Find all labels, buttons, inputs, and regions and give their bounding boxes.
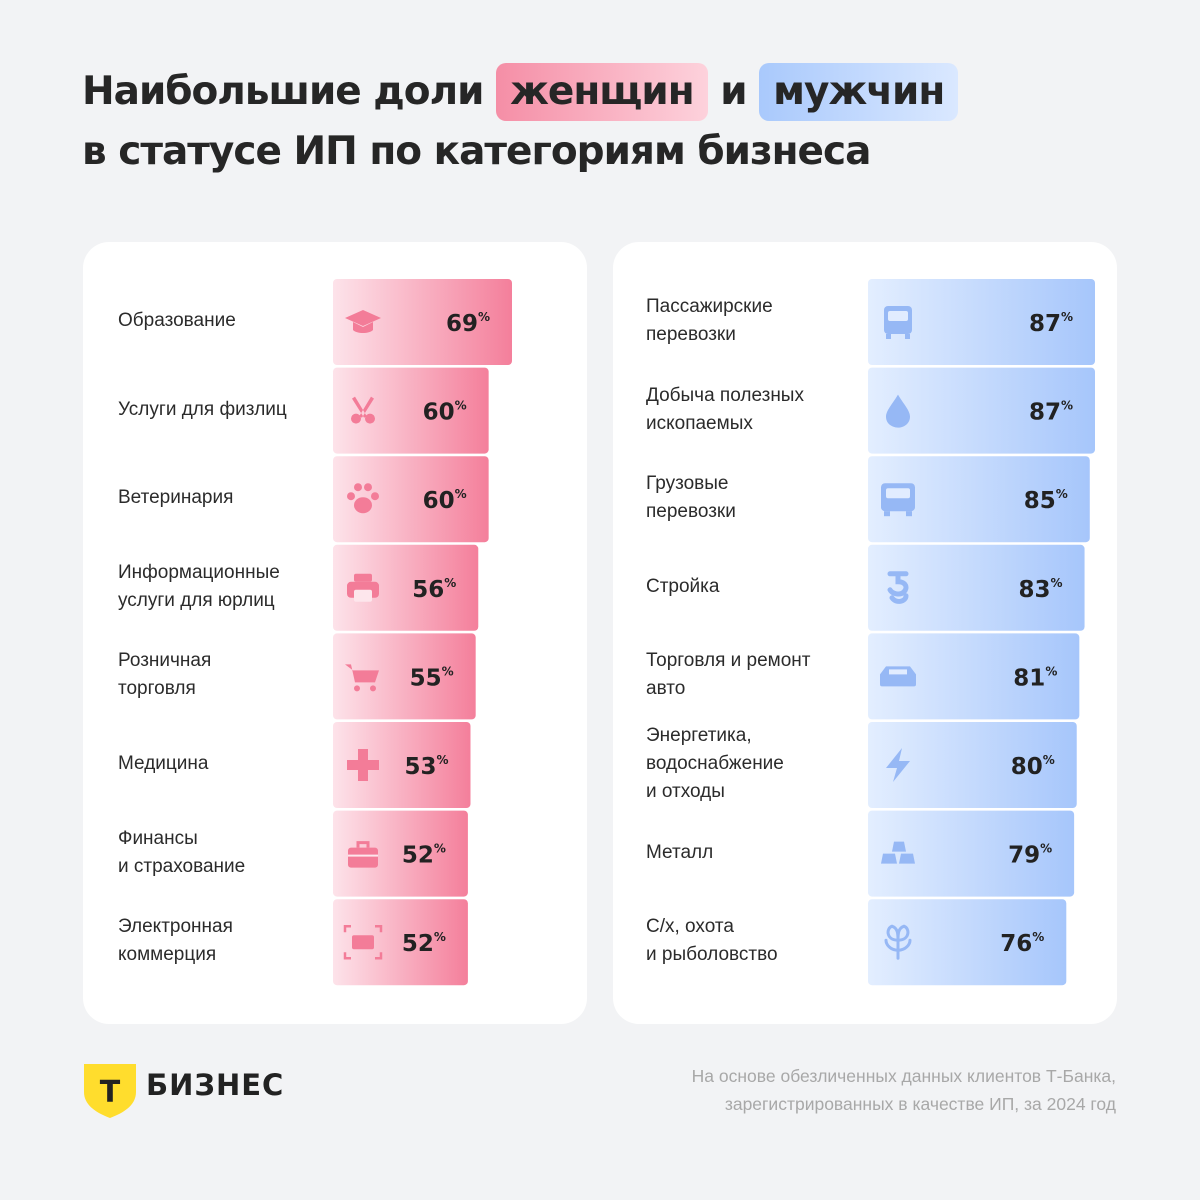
category-label-металл: Металл [646, 841, 714, 863]
men-chart-card: 87% 87% 85% 83% 81% 80% 79% 76% Пассажирские пе… [613, 242, 1117, 1024]
paw-icon [347, 483, 379, 514]
men-bar [868, 456, 1090, 543]
category-label-торговля-и-ремонт-авто: Торговля и ремонт авто [646, 650, 811, 700]
category-label-пассажирские-перевозки: Пассажирские перевозки [646, 296, 773, 345]
men-bar [868, 544, 1085, 631]
category-label-грузовые-перевозки: Грузовые перевозки [646, 473, 736, 523]
women-bar [333, 722, 471, 808]
women-highlight: женщин [496, 63, 708, 121]
truck-icon [881, 483, 915, 517]
women-bar [333, 810, 468, 897]
men-bar [868, 633, 1080, 720]
category-label-с-х-охота-и-рыболовство: С/х, охота и рыболовство [646, 916, 778, 966]
category-label-ветеринария: Ветеринария [118, 487, 234, 509]
women-bar-chart: 69%60%60%56%55%53%52%52% [333, 279, 512, 986]
men-bar-chart: 87%87%85%83%81%80%79%76% [868, 279, 1095, 986]
women-bar [333, 367, 489, 454]
printer-icon [347, 573, 379, 602]
crane-hook-icon [887, 571, 909, 604]
category-label-электронная-коммерция: Электронная коммерция [118, 916, 233, 966]
women-bar [333, 633, 476, 720]
credit-card-icon [343, 924, 383, 960]
women-bar [333, 544, 479, 631]
men-bar [868, 899, 1067, 986]
men-bar [868, 367, 1095, 454]
brand-name: БИЗНЕС [146, 1068, 285, 1102]
medical-cross-icon [347, 749, 379, 781]
chart-title: Наибольшие доли женщин и мужчин в статус… [82, 62, 1122, 182]
men-bar [868, 279, 1095, 365]
oil-drop-icon [886, 394, 910, 428]
sprout-icon [884, 924, 912, 960]
category-label-энергетика-водоснабжение-и-отходы: Энергетика, водоснабжение и отходы [646, 725, 784, 802]
shopping-cart-icon [345, 664, 379, 692]
women-value-label: 56% [412, 576, 456, 603]
title-connector: и [720, 69, 747, 114]
data-source-note: На основе обезличенных данных клиентов Т… [691, 1066, 1116, 1114]
women-bar [333, 456, 489, 543]
graduation-cap-icon [345, 310, 381, 333]
women-bar [333, 899, 468, 986]
category-label-медицина: Медицина [118, 753, 209, 774]
bus-icon [884, 306, 912, 339]
men-value-label: 85% [1024, 487, 1068, 514]
men-bar [868, 810, 1075, 897]
svg-text:Т: Т [100, 1075, 121, 1110]
women-value-label: 52% [402, 842, 446, 869]
category-label-добыча-полезных-ископаемых: Добыча полезных ископаемых [646, 384, 804, 434]
women-bar [333, 279, 512, 365]
men-highlight: мужчин [759, 63, 959, 121]
men-value-label: 79% [1008, 842, 1052, 869]
scissors-icon [351, 396, 375, 424]
car-icon [880, 666, 916, 687]
title-line-2: в статусе ИП по категориям бизнеса [82, 129, 871, 174]
metal-ingot-icon [881, 841, 915, 864]
category-label-услуги-для-физлиц: Услуги для физлиц [118, 398, 287, 420]
title-prefix: Наибольшие доли [82, 69, 484, 114]
category-label-финансы-и-страхование: Финансы и страхование [118, 827, 246, 877]
category-label-розничная-торговля: Розничная торговля [118, 650, 212, 700]
men-bar [868, 722, 1077, 808]
women-chart-card: 69% 60% 60% 56% 55% 53% 52% 52% Образование Услу… [83, 242, 587, 1024]
t-business-logo: Т БИЗНЕС [82, 1060, 342, 1120]
category-label-образование: Образование [118, 310, 236, 331]
lightning-icon [886, 748, 910, 782]
t-shield-icon: Т [84, 1064, 136, 1118]
category-label-стройка: Стройка [646, 575, 720, 597]
briefcase-icon [348, 841, 378, 868]
title-line-1: Наибольшие доли женщин и мужчин [82, 62, 1122, 122]
category-label-информационные-услуги-для-юрлиц: Информационные услуги для юрлиц [118, 561, 280, 611]
